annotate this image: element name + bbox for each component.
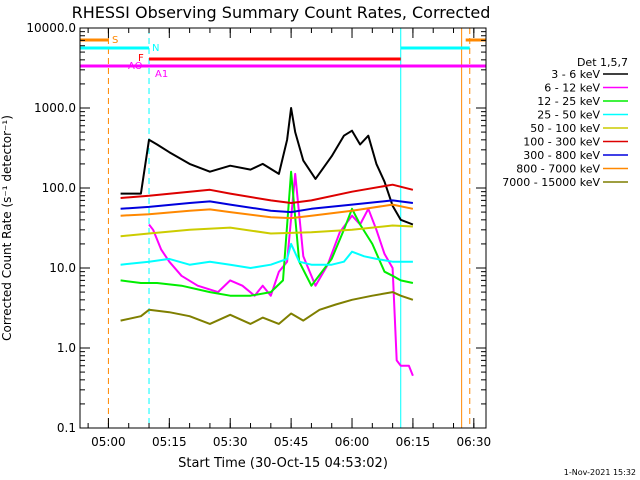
y-axis-label: Corrected Count Rate (s⁻¹ detector⁻¹) [0,115,14,341]
y-tick-label: 10000.0 [26,21,76,35]
series-line-7000-15000-kev [120,291,414,325]
x-axis-label: Start Time (30-Oct-15 04:53:02) [178,456,388,471]
legend-label: 7000 - 15000 keV [502,176,600,189]
legend-title: Det 1,5,7 [577,56,628,69]
legend-label: 12 - 25 keV [537,95,600,108]
series-line-6-12-kev [148,172,414,377]
legend-label: 300 - 800 keV [523,149,600,162]
footer-date: 1-Nov-2021 15:32 [564,468,636,477]
series-line-25-50-kev [120,242,413,269]
x-tick-label: 05:00 [91,435,126,449]
series-line-800-7000-kev [120,203,414,220]
series-line-100-300-kev [120,183,414,204]
legend-label: 25 - 50 keV [537,109,600,122]
flag-label-ao: AO [128,61,143,72]
x-tick-label: 05:45 [274,435,309,449]
x-tick-label: 05:30 [213,435,248,449]
flag-label-s: S [112,35,118,46]
legend-label: 800 - 7000 keV [516,163,600,176]
flag-label-f: F [138,53,144,64]
legend-label: 50 - 100 keV [530,122,600,135]
x-tick-label: 06:00 [335,435,370,449]
y-tick-label: 1.0 [57,341,76,355]
legend-label: 100 - 300 keV [523,136,600,149]
x-tick-label: 05:15 [152,435,187,449]
axes: 05:00 05:15 05:30 05:45 06:00 06:15 06:30 0.1 1.… [26,21,491,449]
legend-label: 3 - 6 keV [551,68,600,81]
plot-frame [79,27,487,429]
legend-label: 6 - 12 keV [544,82,600,95]
x-tick-label: 06:15 [396,435,431,449]
y-tick-label: 1000.0 [34,101,76,115]
y-tick-label: 100.0 [42,181,76,195]
y-tick-label: 10.0 [49,261,76,275]
x-tick-label: 06:30 [457,435,492,449]
series-line-50-100-kev [120,224,413,238]
chart-title: RHESSI Observing Summary Count Rates, Co… [72,3,491,22]
y-tick-label: 0.1 [57,421,76,435]
series-line-3-6-kev [120,107,414,226]
flag-label-a1: A1 [155,69,168,80]
series-line-300-800-kev [120,199,414,214]
flag-label-n: N [152,43,159,54]
